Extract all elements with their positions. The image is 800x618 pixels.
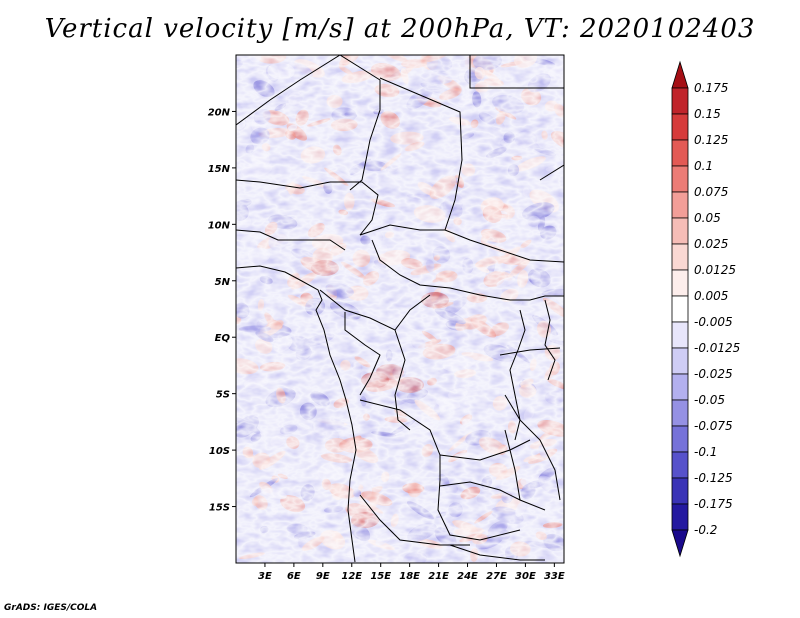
colorbar-label: 0.1 (694, 159, 713, 173)
lon-tick-label: 18E (399, 571, 420, 582)
lon-tick-label: 21E (428, 571, 449, 582)
grads-credit: GrADS: IGES/COLA (4, 603, 98, 613)
colorbar-label: -0.1 (694, 445, 717, 459)
lon-tick-label: 12E (341, 571, 362, 582)
colorbar-label: 0.0125 (694, 263, 736, 277)
colorbar-segment (671, 399, 689, 427)
lon-tick-label: 15E (370, 571, 391, 582)
country-borders (236, 55, 564, 563)
latitude-axis: 20N 15N 10N 5N EQ 5S 10S 15S (208, 107, 236, 514)
colorbar-label: -0.025 (694, 367, 733, 381)
colorbar-label: -0.125 (694, 471, 733, 485)
colorbar-segment (671, 87, 689, 115)
lat-tick-label: 15N (208, 164, 231, 175)
colorbar-label: 0.125 (694, 133, 728, 147)
lat-tick-label: 20N (208, 107, 231, 118)
colorbar-label: 0.175 (694, 81, 728, 95)
colorbar-label: -0.075 (694, 419, 733, 433)
colorbar-segment (671, 243, 689, 271)
map-field (236, 55, 564, 563)
lon-tick-label: 30E (515, 571, 536, 582)
colorbar-segment (671, 321, 689, 349)
lon-tick-label: 6E (287, 571, 301, 582)
colorbar-segment (671, 113, 689, 141)
lat-tick-label: 15S (209, 503, 230, 514)
colorbar-segment (671, 425, 689, 453)
colorbar-label: -0.2 (694, 523, 717, 537)
colorbar-label: -0.175 (694, 497, 733, 511)
colorbar-segment (671, 347, 689, 375)
longitude-axis: 3E 6E 9E 12E 15E 18E 21E 24E 27E 30E 33E (258, 563, 565, 582)
colorbar-label: 0.075 (694, 185, 728, 199)
colorbar-segment (671, 477, 689, 505)
colorbar-segment (671, 373, 689, 401)
colorbar-segment (671, 165, 689, 193)
colorbar-label: 0.05 (694, 211, 721, 225)
lat-tick-label: 10N (208, 220, 231, 231)
colorbar-segment (671, 191, 689, 219)
colorbar-segment (671, 295, 689, 323)
colorbar-segment (671, 60, 689, 89)
colorbar-label: -0.0125 (694, 341, 740, 355)
lon-tick-label: 33E (544, 571, 565, 582)
lat-tick-label: 10S (209, 446, 230, 457)
map-title: Vertical velocity [m/s] at 200hPa, VT: 2… (44, 14, 756, 44)
map-frame (235, 54, 565, 564)
colorbar-segment (671, 269, 689, 297)
lon-tick-label: 24E (457, 571, 478, 582)
colorbar-label: -0.05 (694, 393, 725, 407)
colorbar-segment (671, 139, 689, 167)
colorbar-segment (671, 451, 689, 479)
colorbar-label: 0.025 (694, 237, 728, 251)
colorbar-label: -0.005 (694, 315, 733, 329)
colorbar-segment (671, 503, 689, 531)
colorbar-legend: 0.175 0.15 0.125 0.1 0.075 0.05 0.025 0.0125 0.0… (671, 60, 740, 558)
lat-tick-label: EQ (215, 333, 231, 344)
lon-tick-label: 9E (316, 571, 330, 582)
lat-tick-label: 5S (216, 390, 230, 401)
lat-tick-label: 5N (215, 277, 231, 288)
colorbar-label: 0.15 (694, 107, 721, 121)
lon-tick-label: 3E (258, 571, 272, 582)
colorbar-label: 0.005 (694, 289, 728, 303)
lon-tick-label: 27E (486, 571, 507, 582)
colorbar-segment (671, 217, 689, 245)
colorbar-segment (671, 529, 689, 558)
